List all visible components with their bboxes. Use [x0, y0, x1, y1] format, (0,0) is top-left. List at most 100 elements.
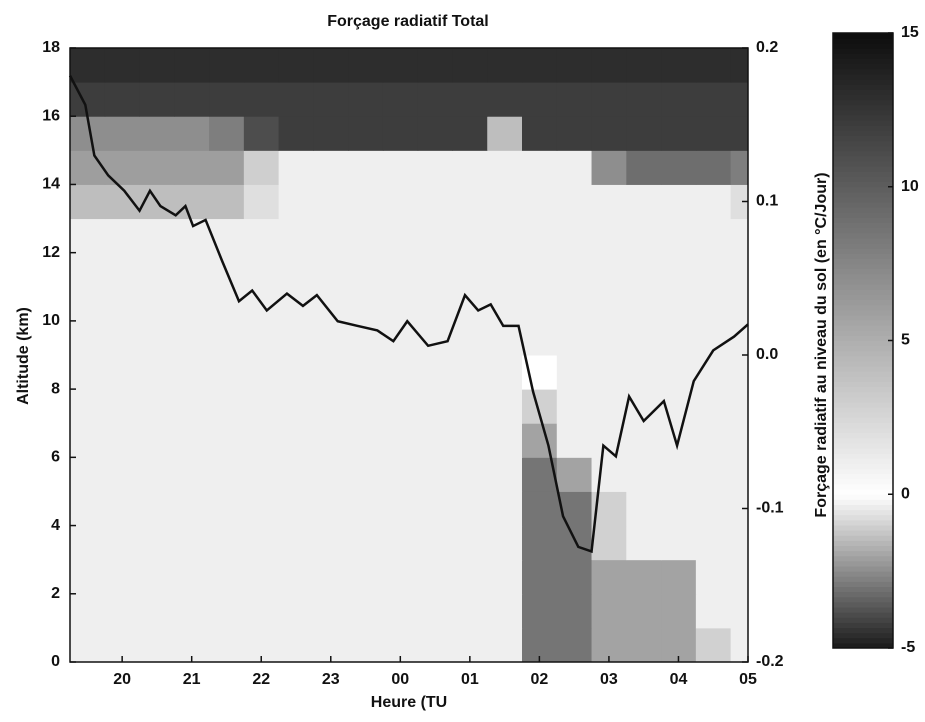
- heatmap-cell: [695, 184, 732, 220]
- heatmap-cell: [487, 559, 523, 595]
- heatmap-cell: [661, 593, 697, 629]
- heatmap-cell: [417, 184, 453, 220]
- colorbar-strip: [833, 279, 893, 285]
- colorbar-strip: [833, 591, 893, 598]
- colorbar-strip: [833, 412, 893, 418]
- heatmap-cell: [174, 184, 210, 220]
- heatmap-cell: [730, 457, 749, 492]
- heatmap-cell: [313, 218, 349, 254]
- heatmap-cell: [70, 355, 106, 390]
- heatmap-cell: [70, 320, 106, 356]
- heatmap-cell: [313, 150, 349, 185]
- y-tick-label: 6: [51, 449, 60, 466]
- colorbar-strip: [833, 494, 893, 500]
- colorbar-strip: [833, 514, 893, 521]
- x-tick-label: 22: [252, 671, 270, 688]
- heatmap-cell: [382, 457, 419, 492]
- heatmap-cell: [626, 525, 662, 561]
- colorbar-strip: [833, 191, 893, 198]
- heatmap-cell: [591, 218, 627, 254]
- heatmap-cell: [382, 286, 419, 322]
- heatmap-cell: [695, 559, 732, 595]
- colorbar-strip: [833, 448, 893, 454]
- heatmap-cell: [348, 457, 384, 492]
- colorbar-strip: [833, 299, 893, 306]
- heatmap-cell: [139, 559, 175, 595]
- heatmap-cell: [591, 593, 627, 629]
- heatmap-cell: [522, 48, 558, 83]
- heatmap-cell: [174, 48, 210, 83]
- heatmap-cell: [313, 252, 349, 288]
- colorbar-strip: [833, 181, 893, 188]
- colorbar-strip: [833, 571, 893, 577]
- heatmap-cell: [139, 218, 175, 254]
- heatmap-cell: [556, 150, 593, 185]
- colorbar-strip: [833, 115, 893, 121]
- heatmap-cell: [695, 150, 732, 185]
- heatmap-cell: [591, 525, 627, 561]
- heatmap-cell: [348, 184, 384, 220]
- heatmap-cell: [243, 525, 280, 561]
- heatmap-cell: [243, 389, 280, 424]
- heatmap-cell: [243, 48, 280, 83]
- colorbar-strip: [833, 79, 893, 85]
- heatmap-cell: [139, 593, 175, 629]
- heatmap-cell: [695, 627, 732, 663]
- heatmap-cell: [70, 48, 106, 83]
- heatmap-cell: [730, 525, 749, 561]
- colorbar-strip: [833, 581, 893, 587]
- heatmap-cell: [348, 389, 384, 424]
- heatmap-cell: [174, 286, 210, 322]
- heatmap-cell: [348, 423, 384, 458]
- heatmap-cell: [348, 286, 384, 322]
- heatmap-cell: [452, 457, 488, 492]
- y-tick-label: 12: [42, 244, 60, 261]
- colorbar-strip: [833, 197, 893, 203]
- colorbar-tick-label: 15: [901, 24, 919, 41]
- colorbar-strip: [833, 376, 893, 382]
- colorbar-strip: [833, 453, 893, 459]
- colorbar-strip: [833, 468, 893, 475]
- heatmap-cell: [522, 184, 558, 220]
- colorbar-strip: [833, 58, 893, 65]
- heatmap-cell: [730, 252, 749, 288]
- heatmap-cell: [556, 252, 593, 288]
- heatmap-cell: [174, 82, 210, 117]
- heatmap-cell: [209, 355, 245, 390]
- x-tick-label: 04: [670, 671, 688, 688]
- heatmap-cell: [487, 491, 523, 527]
- heatmap-cell: [209, 48, 245, 83]
- heatmap-cell: [452, 389, 488, 424]
- heatmap-cell: [70, 491, 106, 527]
- heatmap-cell: [209, 457, 245, 492]
- colorbar-strip: [833, 484, 893, 490]
- heatmap-cell: [139, 423, 175, 458]
- colorbar-tick-label: 0: [901, 485, 910, 502]
- colorbar-strip: [833, 120, 893, 126]
- x-tick-label: 05: [739, 671, 757, 688]
- heatmap-cell: [70, 559, 106, 595]
- colorbar-strip: [833, 33, 893, 39]
- colorbar-tick-label: 5: [901, 332, 910, 349]
- heatmap-cell: [487, 389, 523, 424]
- heatmap-cell: [591, 48, 627, 83]
- colorbar-strip: [833, 361, 893, 367]
- heatmap-cell: [174, 320, 210, 356]
- heatmap-cell: [730, 48, 749, 83]
- heatmap-cell: [243, 593, 280, 629]
- heatmap-cell: [417, 355, 453, 390]
- heatmap-cell: [556, 48, 593, 83]
- heatmap-cell: [522, 559, 558, 595]
- colorbar-strip: [833, 540, 893, 546]
- chart-title: Forçage radiatif Total: [327, 13, 489, 30]
- colorbar-strip: [833, 637, 893, 644]
- heatmap-cell: [70, 184, 106, 220]
- heatmap-cell: [487, 457, 523, 492]
- heatmap-cell: [139, 286, 175, 322]
- colorbar-strip: [833, 576, 893, 582]
- heatmap-cell: [104, 150, 141, 185]
- heatmap-cell: [104, 423, 141, 458]
- heatmap-cell: [556, 627, 593, 663]
- heatmap-cell: [278, 525, 314, 561]
- heatmap-cell: [348, 48, 384, 83]
